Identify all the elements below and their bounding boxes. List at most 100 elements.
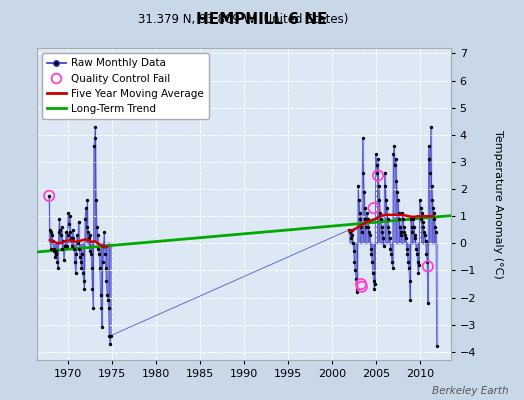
Point — [373, 170, 381, 176]
Point — [403, 251, 411, 257]
Point — [53, 259, 61, 266]
Point — [429, 205, 437, 211]
Point — [358, 134, 367, 141]
Point — [375, 183, 383, 190]
Point — [361, 205, 369, 211]
Point — [353, 286, 361, 293]
Point — [47, 246, 55, 252]
Point — [371, 281, 379, 287]
Point — [49, 248, 58, 255]
Point — [88, 264, 96, 271]
Point — [84, 229, 92, 236]
Point — [91, 134, 99, 141]
Point — [428, 197, 436, 203]
Point — [417, 216, 425, 222]
Legend: Raw Monthly Data, Quality Control Fail, Five Year Moving Average, Long-Term Tren: Raw Monthly Data, Quality Control Fail, … — [42, 53, 209, 119]
Point — [364, 224, 373, 230]
Point — [408, 224, 416, 230]
Y-axis label: Temperature Anomaly (°C): Temperature Anomaly (°C) — [493, 130, 503, 278]
Point — [351, 259, 359, 266]
Point — [92, 197, 100, 203]
Point — [350, 248, 358, 255]
Point — [409, 216, 418, 222]
Point — [45, 193, 53, 199]
Point — [85, 248, 94, 255]
Point — [100, 229, 108, 236]
Point — [96, 292, 105, 298]
Point — [404, 259, 412, 266]
Point — [402, 235, 410, 241]
Point — [390, 142, 398, 149]
Point — [369, 278, 378, 284]
Point — [105, 332, 114, 339]
Point — [346, 229, 354, 236]
Point — [82, 224, 91, 230]
Point — [369, 270, 377, 276]
Point — [61, 243, 70, 249]
Point — [432, 229, 440, 236]
Point — [357, 281, 365, 287]
Point — [426, 170, 434, 176]
Point — [77, 259, 85, 266]
Point — [93, 232, 102, 238]
Point — [56, 226, 64, 233]
Point — [362, 224, 370, 230]
Point — [428, 183, 436, 190]
Point — [395, 210, 403, 217]
Point — [386, 235, 394, 241]
Point — [424, 300, 432, 306]
Point — [407, 216, 415, 222]
Point — [352, 276, 360, 282]
Point — [63, 232, 72, 238]
Point — [95, 264, 104, 271]
Point — [351, 267, 359, 274]
Point — [77, 264, 85, 271]
Point — [406, 297, 414, 304]
Point — [48, 232, 56, 238]
Point — [370, 286, 378, 293]
Point — [102, 278, 111, 284]
Point — [80, 286, 89, 293]
Point — [104, 297, 112, 304]
Point — [379, 235, 387, 241]
Point — [385, 229, 393, 236]
Point — [95, 251, 103, 257]
Point — [101, 251, 109, 257]
Point — [387, 251, 396, 257]
Point — [372, 151, 380, 157]
Point — [377, 224, 386, 230]
Point — [421, 238, 430, 244]
Point — [398, 210, 407, 217]
Point — [83, 197, 92, 203]
Point — [414, 270, 422, 276]
Point — [389, 151, 398, 157]
Point — [397, 229, 405, 236]
Point — [103, 292, 111, 298]
Point — [373, 162, 381, 168]
Point — [68, 243, 76, 249]
Point — [69, 235, 78, 241]
Point — [393, 188, 401, 195]
Point — [353, 289, 362, 295]
Point — [47, 229, 56, 236]
Point — [408, 229, 417, 236]
Point — [363, 210, 371, 217]
Point — [419, 218, 427, 225]
Point — [54, 229, 63, 236]
Point — [347, 226, 356, 233]
Point — [104, 305, 113, 312]
Point — [72, 251, 81, 257]
Point — [106, 340, 114, 347]
Point — [427, 124, 435, 130]
Point — [90, 142, 98, 149]
Point — [400, 229, 409, 236]
Point — [74, 218, 83, 225]
Point — [413, 251, 421, 257]
Point — [358, 229, 366, 236]
Point — [347, 235, 355, 241]
Point — [356, 216, 365, 222]
Point — [432, 343, 441, 350]
Point — [106, 332, 115, 339]
Point — [349, 240, 357, 246]
Point — [84, 235, 93, 241]
